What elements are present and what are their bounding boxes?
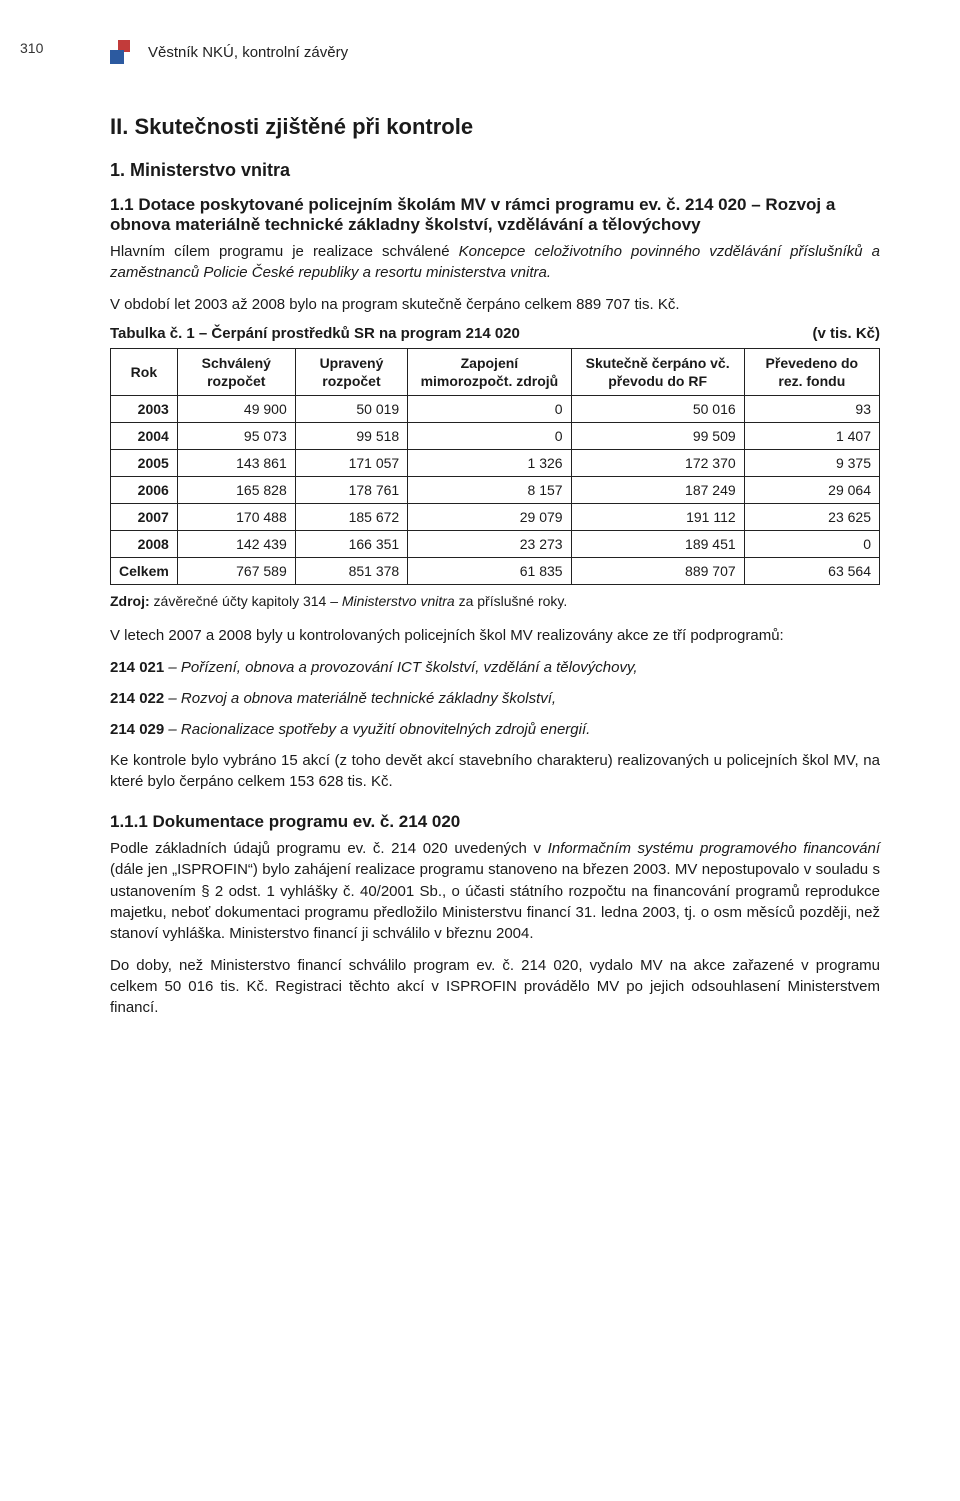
source-c: za příslušné roky. xyxy=(455,593,568,609)
table-cell: 185 672 xyxy=(295,504,407,531)
table-cell: 63 564 xyxy=(744,558,879,585)
table-cell: 93 xyxy=(744,396,879,423)
subsection-1-1: 1.1 Dotace poskytované policejním školám… xyxy=(110,195,880,235)
table-cell: 95 073 xyxy=(177,423,295,450)
para5c: (dále jen „ISPROFIN“) bylo zahájení real… xyxy=(110,861,880,942)
subprog-code-0: 214 021 xyxy=(110,659,164,676)
table-cell: 889 707 xyxy=(571,558,744,585)
table-cell: 49 900 xyxy=(177,396,295,423)
table-source: Zdroj: závěrečné účty kapitoly 314 – Min… xyxy=(110,593,880,609)
table-cell: 170 488 xyxy=(177,504,295,531)
table-cell: 61 835 xyxy=(408,558,571,585)
col-rok: Rok xyxy=(111,348,178,395)
para5b: Informačním systému programového financo… xyxy=(548,840,880,857)
table-cell: 23 625 xyxy=(744,504,879,531)
source-label: Zdroj: xyxy=(110,593,150,609)
table-cell: 2005 xyxy=(111,450,178,477)
table-cell: 851 378 xyxy=(295,558,407,585)
table-cell: 165 828 xyxy=(177,477,295,504)
table-cell: 2007 xyxy=(111,504,178,531)
paragraph-isprofin: Podle základních údajů programu ev. č. 2… xyxy=(110,838,880,944)
table-cell: 0 xyxy=(744,531,879,558)
table-cell: 2008 xyxy=(111,531,178,558)
header-text: Věstník NKÚ, kontrolní závěry xyxy=(148,44,348,61)
table-cell: 191 112 xyxy=(571,504,744,531)
table-row: 2005143 861171 0571 326172 3709 375 xyxy=(111,450,880,477)
table-cell: 1 326 xyxy=(408,450,571,477)
subsection-1: 1. Ministerstvo vnitra xyxy=(110,160,880,181)
table-row: 2007170 488185 67229 079191 11223 625 xyxy=(111,504,880,531)
table-cell: 2006 xyxy=(111,477,178,504)
table-cell: 8 157 xyxy=(408,477,571,504)
table-cell: 23 273 xyxy=(408,531,571,558)
subprogram-214022: 214 022 – Rozvoj a obnova materiálně tec… xyxy=(110,688,880,709)
paragraph-subprograms-intro: V letech 2007 a 2008 byly u kontrolovaný… xyxy=(110,625,880,646)
subprog-code-2: 214 029 xyxy=(110,721,164,738)
page-number: 310 xyxy=(20,40,43,56)
table-caption: Tabulka č. 1 – Čerpání prostředků SR na … xyxy=(110,325,880,342)
table-cell: 99 518 xyxy=(295,423,407,450)
paragraph-period: V období let 2003 až 2008 bylo na progra… xyxy=(110,294,880,315)
table-row: Celkem767 589851 37861 835889 70763 564 xyxy=(111,558,880,585)
table-cell: 171 057 xyxy=(295,450,407,477)
table-cell: 178 761 xyxy=(295,477,407,504)
subprog-code-1: 214 022 xyxy=(110,690,164,707)
source-a: závěrečné účty kapitoly 314 – xyxy=(150,593,342,609)
section-title: II. Skutečnosti zjištěné při kontrole xyxy=(110,114,880,140)
table-cell: 166 351 xyxy=(295,531,407,558)
table-cell: 142 439 xyxy=(177,531,295,558)
table-cell: 29 079 xyxy=(408,504,571,531)
subprogram-214021: 214 021 – Pořízení, obnova a provozování… xyxy=(110,657,880,678)
table-cell: 29 064 xyxy=(744,477,879,504)
subprog-text-0: – Pořízení, obnova a provozování ICT ško… xyxy=(164,659,637,676)
subprog-text-1: – Rozvoj a obnova materiálně technické z… xyxy=(164,690,556,707)
table-cell: 189 451 xyxy=(571,531,744,558)
table-cell: 50 016 xyxy=(571,396,744,423)
table-caption-text: Tabulka č. 1 – Čerpání prostředků SR na … xyxy=(110,325,520,342)
paragraph-program-goal: Hlavním cílem programu je realizace schv… xyxy=(110,241,880,284)
source-b: Ministerstvo vnitra xyxy=(342,593,455,609)
paragraph-selected-actions: Ke kontrole bylo vybráno 15 akcí (z toho… xyxy=(110,750,880,793)
table-cerpani: Rok Schválený rozpočet Upravený rozpočet… xyxy=(110,348,880,585)
table-cell: 2004 xyxy=(111,423,178,450)
paragraph-before-approval: Do doby, než Ministerstvo financí schvál… xyxy=(110,955,880,1019)
table-row: 2008142 439166 35123 273189 4510 xyxy=(111,531,880,558)
table-header-row: Rok Schválený rozpočet Upravený rozpočet… xyxy=(111,348,880,395)
table-cell: 9 375 xyxy=(744,450,879,477)
para5a: Podle základních údajů programu ev. č. 2… xyxy=(110,840,548,857)
subprog-text-2: – Racionalizace spotřeby a využití obnov… xyxy=(164,721,590,738)
table-cell: 1 407 xyxy=(744,423,879,450)
table-row: 200349 90050 019050 01693 xyxy=(111,396,880,423)
table-cell: 187 249 xyxy=(571,477,744,504)
table-unit: (v tis. Kč) xyxy=(812,325,880,342)
col-schvaleny: Schválený rozpočet xyxy=(177,348,295,395)
table-row: 2006165 828178 7618 157187 24929 064 xyxy=(111,477,880,504)
table-cell: 50 019 xyxy=(295,396,407,423)
table-row: 200495 07399 518099 5091 407 xyxy=(111,423,880,450)
col-prevedeno: Převedeno do rez. fondu xyxy=(744,348,879,395)
subsection-1-1-1: 1.1.1 Dokumentace programu ev. č. 214 02… xyxy=(110,812,880,832)
table-cell: 0 xyxy=(408,423,571,450)
logo-icon xyxy=(110,40,134,64)
table-cell: Celkem xyxy=(111,558,178,585)
col-skutecne: Skutečně čerpáno vč. převodu do RF xyxy=(571,348,744,395)
table-cell: 172 370 xyxy=(571,450,744,477)
table-cell: 99 509 xyxy=(571,423,744,450)
col-upraveny: Upravený rozpočet xyxy=(295,348,407,395)
subprogram-214029: 214 029 – Racionalizace spotřeby a využi… xyxy=(110,719,880,740)
table-body: 200349 90050 019050 01693200495 07399 51… xyxy=(111,396,880,585)
table-cell: 767 589 xyxy=(177,558,295,585)
para1a: Hlavním cílem programu je realizace schv… xyxy=(110,243,459,260)
col-zapojeni: Zapojení mimorozpočt. zdrojů xyxy=(408,348,571,395)
table-cell: 2003 xyxy=(111,396,178,423)
table-cell: 143 861 xyxy=(177,450,295,477)
page-header: Věstník NKÚ, kontrolní závěry xyxy=(110,40,880,64)
table-cell: 0 xyxy=(408,396,571,423)
